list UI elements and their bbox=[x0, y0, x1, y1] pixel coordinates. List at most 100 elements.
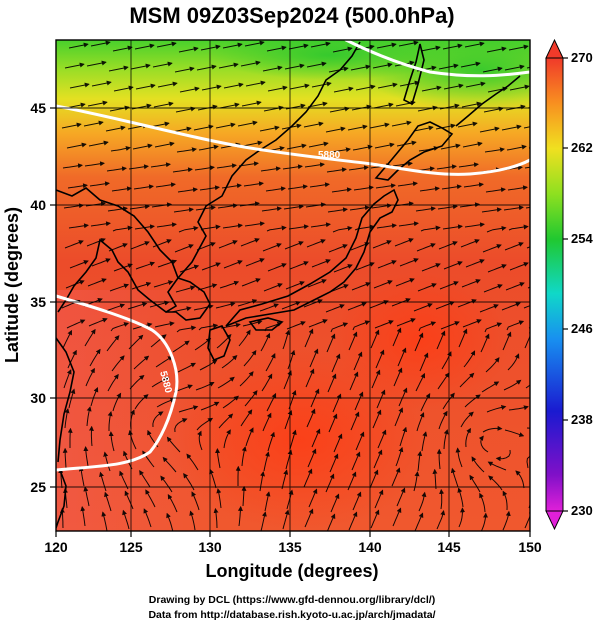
streamline bbox=[198, 144, 219, 151]
streamline bbox=[66, 142, 87, 149]
streamline bbox=[349, 205, 370, 211]
streamline bbox=[241, 446, 247, 467]
streamline bbox=[155, 182, 176, 188]
streamline bbox=[396, 140, 417, 147]
contour-line-north bbox=[56, 104, 530, 176]
streamline bbox=[152, 239, 172, 248]
y-tick-label: 45 bbox=[30, 100, 46, 116]
streamline bbox=[198, 323, 219, 331]
streamline bbox=[502, 510, 511, 531]
streamline bbox=[134, 394, 149, 410]
streamline bbox=[326, 167, 347, 173]
streamline bbox=[260, 511, 267, 531]
streamline bbox=[504, 242, 524, 251]
streamline bbox=[509, 262, 529, 271]
streamline bbox=[260, 332, 271, 352]
streamline bbox=[524, 329, 530, 349]
streamline bbox=[351, 282, 371, 291]
streamline bbox=[264, 491, 271, 512]
streamline bbox=[457, 487, 464, 508]
streamline bbox=[112, 392, 122, 412]
streamline bbox=[333, 433, 343, 453]
streamline bbox=[504, 64, 525, 71]
streamline bbox=[418, 491, 427, 512]
streamline bbox=[259, 471, 265, 492]
streamline bbox=[507, 185, 528, 191]
streamline bbox=[132, 143, 153, 150]
streamline bbox=[111, 355, 125, 372]
streamline bbox=[391, 467, 401, 487]
streamline bbox=[167, 494, 178, 513]
streamline bbox=[485, 357, 500, 373]
streamline bbox=[333, 264, 353, 273]
streamline bbox=[156, 222, 177, 228]
streamline bbox=[241, 278, 261, 287]
streamline bbox=[460, 61, 481, 68]
streamline bbox=[420, 225, 441, 232]
streamline bbox=[421, 431, 428, 452]
streamline bbox=[150, 162, 171, 168]
streamline bbox=[259, 303, 279, 312]
streamline bbox=[87, 278, 107, 287]
streamline bbox=[78, 466, 85, 487]
streamline bbox=[239, 371, 254, 387]
colorbar-tick-label: 238 bbox=[571, 412, 593, 427]
streamline bbox=[507, 353, 520, 371]
streamline bbox=[63, 369, 72, 389]
streamline bbox=[442, 392, 455, 410]
streamline bbox=[130, 63, 151, 70]
streamline bbox=[265, 352, 276, 372]
streamline bbox=[436, 330, 446, 350]
streamline bbox=[461, 279, 481, 288]
streamline bbox=[395, 446, 404, 467]
streamline bbox=[483, 284, 503, 293]
x-tick-label: 140 bbox=[358, 539, 382, 555]
streamline bbox=[310, 222, 331, 228]
streamline bbox=[242, 140, 263, 147]
streamline bbox=[155, 356, 174, 368]
colorbar-tick-label: 254 bbox=[571, 231, 593, 246]
streamline bbox=[459, 372, 475, 388]
streamline bbox=[347, 124, 368, 131]
streamline bbox=[289, 429, 297, 450]
streamline bbox=[237, 505, 243, 527]
streamline bbox=[259, 125, 280, 132]
colorbar-ramp bbox=[545, 57, 564, 512]
streamline bbox=[506, 144, 527, 151]
streamline bbox=[64, 240, 84, 249]
streamline bbox=[238, 329, 251, 347]
streamline bbox=[216, 163, 237, 169]
streamline bbox=[223, 82, 244, 89]
streamline bbox=[373, 102, 394, 109]
streamline bbox=[354, 391, 364, 411]
streamline bbox=[244, 221, 265, 227]
streamline bbox=[215, 448, 221, 469]
streamline bbox=[260, 166, 281, 172]
streamline bbox=[375, 349, 385, 369]
x-axis-title: Longitude (degrees) bbox=[205, 561, 378, 581]
streamline bbox=[355, 84, 376, 91]
streamline bbox=[62, 163, 83, 169]
streamline bbox=[218, 413, 234, 429]
streamline bbox=[331, 187, 352, 193]
streamline bbox=[157, 259, 178, 268]
streamline bbox=[266, 225, 287, 232]
streamline bbox=[327, 207, 348, 213]
streamline bbox=[372, 240, 392, 249]
streamline bbox=[199, 359, 218, 371]
streamline bbox=[310, 41, 331, 48]
streamline bbox=[353, 351, 363, 371]
streamline bbox=[197, 430, 203, 451]
streamline bbox=[124, 490, 134, 510]
streamline bbox=[525, 384, 530, 389]
streamline bbox=[135, 261, 156, 270]
streamline bbox=[262, 65, 283, 72]
streamline bbox=[392, 327, 402, 347]
streamline bbox=[68, 42, 89, 49]
streamline bbox=[162, 456, 177, 473]
streamline bbox=[440, 143, 461, 150]
streamline bbox=[106, 166, 127, 172]
streamline bbox=[261, 373, 273, 392]
colorbar: 270 262 254 246 238 230 bbox=[545, 38, 593, 531]
streamline bbox=[160, 475, 173, 493]
